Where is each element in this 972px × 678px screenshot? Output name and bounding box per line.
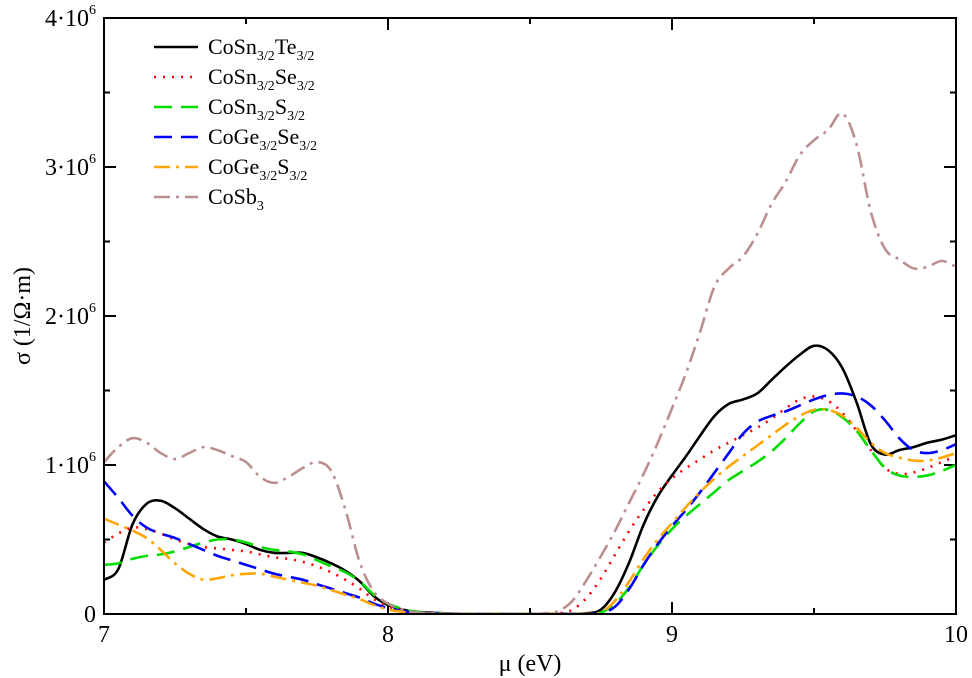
legend-label-part: CoSb (208, 184, 257, 209)
legend-label-part: Se (277, 124, 299, 149)
series-line-coge-se (104, 392, 956, 614)
legend-label-part: Se (275, 64, 297, 89)
y-tick-exponent: 6 (89, 450, 96, 465)
y-tick-label: 1·106 (45, 450, 96, 479)
legend-label-part: 3/2 (287, 109, 305, 124)
legend-label-coge-se: CoGe3/2Se3/2 (208, 124, 317, 154)
x-tick-label: 8 (382, 622, 394, 648)
legend-label-part: 3/2 (259, 139, 277, 154)
legend-label-cosn-te: CoSn3/2Te3/2 (208, 34, 314, 64)
legend-label-part: CoSn (208, 94, 257, 119)
y-tick-exponent: 6 (89, 3, 96, 18)
legend-label-part: 3/2 (297, 79, 315, 94)
y-tick-exponent: 6 (89, 301, 96, 316)
series-line-cosn-s (104, 408, 956, 614)
legend-label-coge-s: CoGe3/2S3/2 (208, 154, 307, 184)
legend-label-part: CoGe (208, 124, 259, 149)
series-line-cosb3 (104, 111, 956, 614)
plot-frame (103, 17, 957, 615)
y-tick-label: 0 (84, 602, 96, 628)
x-axis-label: μ (eV) (499, 651, 562, 677)
series-line-coge-s (104, 407, 956, 614)
x-tick-label: 7 (98, 622, 110, 648)
y-tick-base: 3·10 (45, 155, 89, 181)
legend-label-part: S (275, 94, 287, 119)
x-tick-label: 10 (944, 622, 968, 648)
x-tick-labels: 7 8 9 10 (98, 622, 968, 648)
legend-label-cosb3: CoSb3 (208, 184, 264, 214)
series-line-cosn-te (104, 344, 956, 614)
legend-label-part: 3/2 (257, 109, 275, 124)
y-tick-exponent: 6 (89, 152, 96, 167)
y-tick-base: 1·10 (45, 453, 89, 479)
legend-label-part: 3/2 (289, 169, 307, 184)
y-tick-label: 3·106 (45, 152, 96, 181)
y-tick-label: 4·106 (45, 3, 96, 32)
legend-label-cosn-s: CoSn3/2S3/2 (208, 94, 305, 124)
x-tick-label: 9 (666, 622, 678, 648)
legend-label-cosn-se: CoSn3/2Se3/2 (208, 64, 315, 94)
legend-label-part: CoSn (208, 64, 257, 89)
legend-label-part: S (277, 154, 289, 179)
legend: CoSn3/2Te3/2CoSn3/2Se3/2CoSn3/2S3/2CoGe3… (154, 34, 317, 214)
series-group (104, 111, 956, 614)
legend-label-part: 3/2 (299, 139, 317, 154)
y-tick-base: 2·10 (45, 304, 89, 330)
legend-label-part: 3 (257, 199, 264, 214)
series-line-cosn-se (104, 395, 956, 614)
legend-label-part: 3/2 (257, 49, 275, 64)
y-tick-label: 2·106 (45, 301, 96, 330)
legend-label-part: 3/2 (257, 79, 275, 94)
legend-label-part: CoGe (208, 154, 259, 179)
legend-label-part: 3/2 (259, 169, 277, 184)
legend-label-part: 3/2 (296, 49, 314, 64)
legend-label-part: Te (275, 34, 297, 59)
y-tick-base: 4·10 (45, 6, 89, 32)
y-tick-base: 0 (84, 602, 96, 628)
legend-label-part: CoSn (208, 34, 257, 59)
y-axis-label: σ (1/Ω·m) (10, 267, 36, 365)
